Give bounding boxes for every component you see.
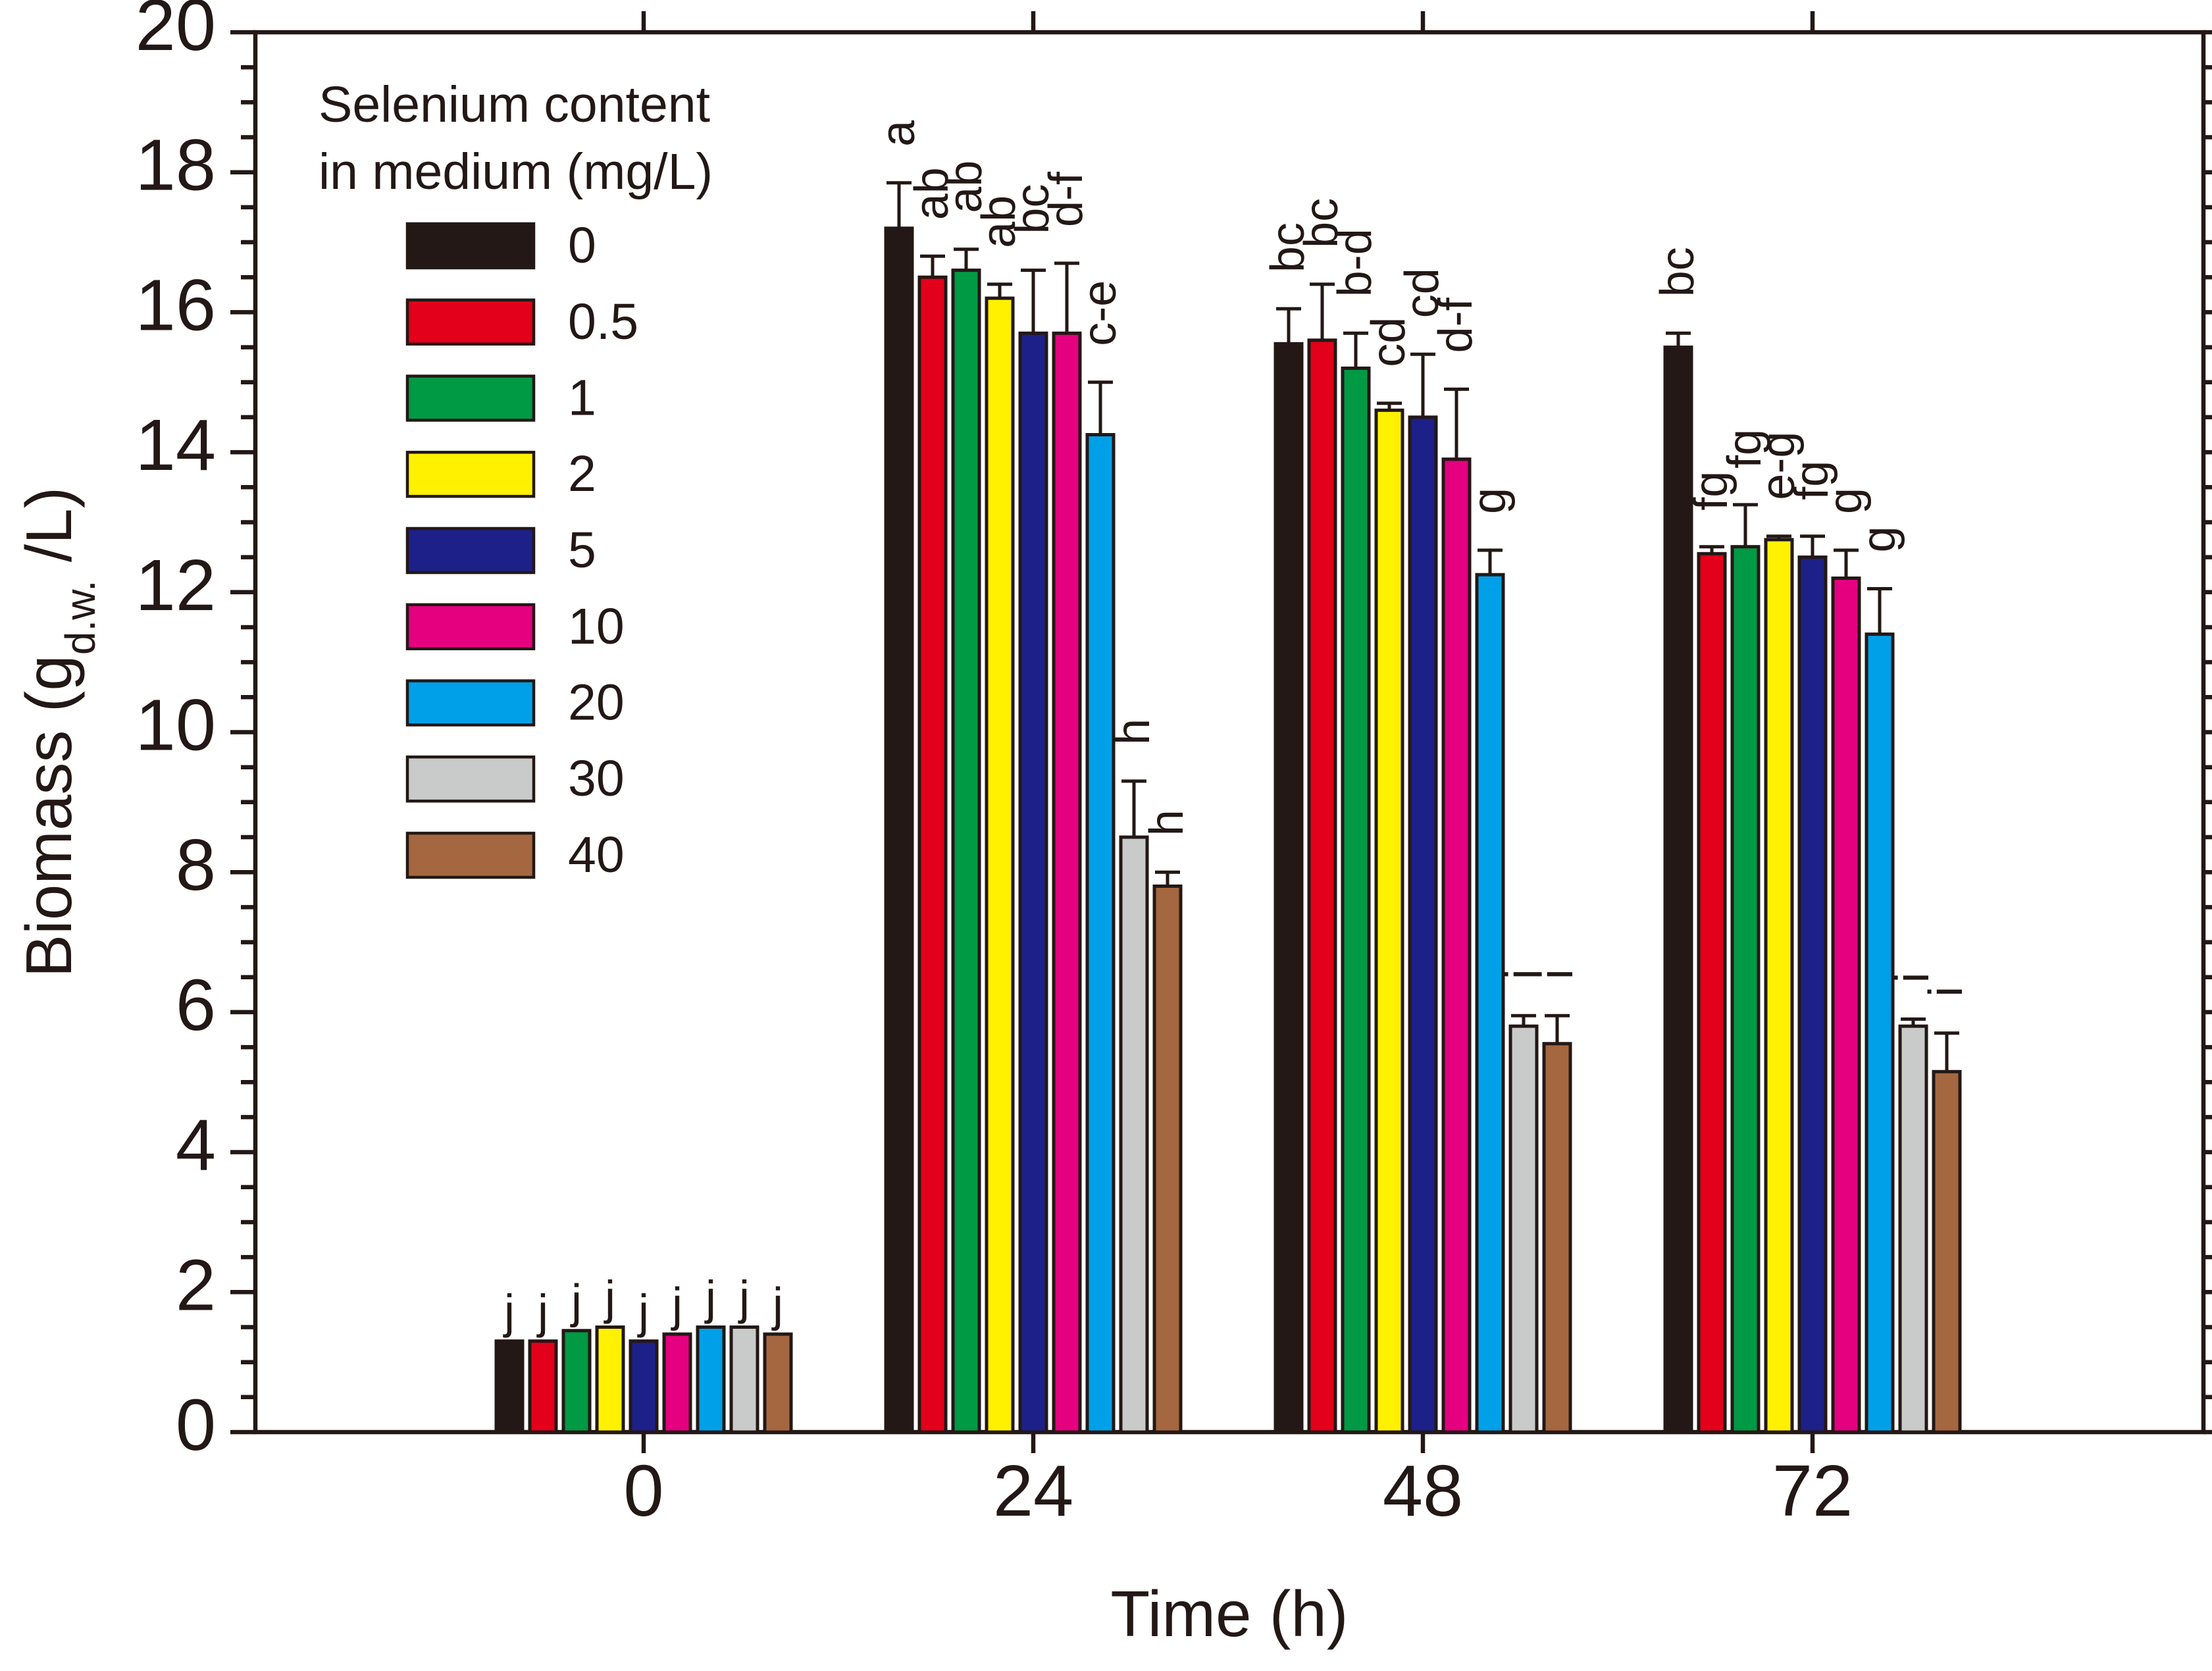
svg-text:Selenium content: Selenium content	[319, 76, 710, 133]
svg-text:i: i	[1886, 973, 1939, 983]
svg-text:j: j	[604, 1272, 615, 1325]
svg-text:20: 20	[568, 675, 625, 731]
svg-text:40: 40	[568, 827, 625, 883]
svg-text:j: j	[738, 1272, 750, 1325]
svg-text:30: 30	[568, 750, 625, 807]
svg-text:48: 48	[1383, 1451, 1463, 1531]
svg-text:g: g	[1853, 526, 1905, 552]
svg-text:i: i	[1920, 987, 1972, 997]
svg-text:4: 4	[176, 1105, 216, 1186]
svg-text:24: 24	[993, 1451, 1073, 1531]
svg-text:8: 8	[176, 825, 216, 906]
svg-text:72: 72	[1772, 1451, 1853, 1531]
svg-text:20: 20	[136, 0, 216, 66]
svg-text:bc: bc	[1651, 247, 1704, 297]
svg-text:12: 12	[136, 545, 216, 626]
svg-text:in medium (mg/L): in medium (mg/L)	[319, 143, 713, 200]
svg-text:h: h	[1141, 810, 1193, 836]
svg-text:h: h	[1107, 719, 1160, 745]
svg-text:j: j	[536, 1286, 548, 1339]
svg-text:Time (h): Time (h)	[1110, 1578, 1348, 1650]
svg-text:j: j	[570, 1275, 582, 1328]
svg-text:j: j	[704, 1272, 716, 1325]
svg-text:0: 0	[176, 1385, 216, 1466]
svg-text:5: 5	[568, 522, 596, 578]
svg-text:d-f: d-f	[1040, 171, 1093, 227]
svg-text:d-f: d-f	[1429, 297, 1482, 353]
svg-text:0: 0	[568, 217, 596, 274]
svg-text:b-d: b-d	[1329, 228, 1381, 297]
svg-text:6: 6	[176, 965, 216, 1046]
svg-text:j: j	[771, 1279, 783, 1331]
svg-text:c-e: c-e	[1073, 280, 1126, 346]
svg-text:a: a	[872, 120, 925, 147]
svg-text:j: j	[503, 1286, 515, 1339]
svg-text:16: 16	[136, 265, 216, 346]
svg-text:g: g	[1819, 488, 1872, 514]
svg-text:j: j	[637, 1286, 649, 1339]
svg-text:1: 1	[568, 370, 596, 426]
svg-text:j: j	[671, 1279, 682, 1331]
svg-text:2: 2	[176, 1245, 216, 1325]
svg-text:cd: cd	[1362, 317, 1415, 367]
svg-text:0.5: 0.5	[568, 294, 638, 350]
svg-text:14: 14	[136, 405, 216, 486]
svg-text:i: i	[1530, 969, 1583, 979]
svg-text:18: 18	[136, 125, 216, 206]
svg-text:10: 10	[568, 598, 625, 655]
svg-text:2: 2	[568, 446, 596, 502]
svg-text:fg: fg	[1685, 471, 1737, 511]
svg-text:0: 0	[623, 1451, 663, 1531]
svg-text:g: g	[1463, 488, 1516, 514]
svg-text:10: 10	[136, 685, 216, 766]
